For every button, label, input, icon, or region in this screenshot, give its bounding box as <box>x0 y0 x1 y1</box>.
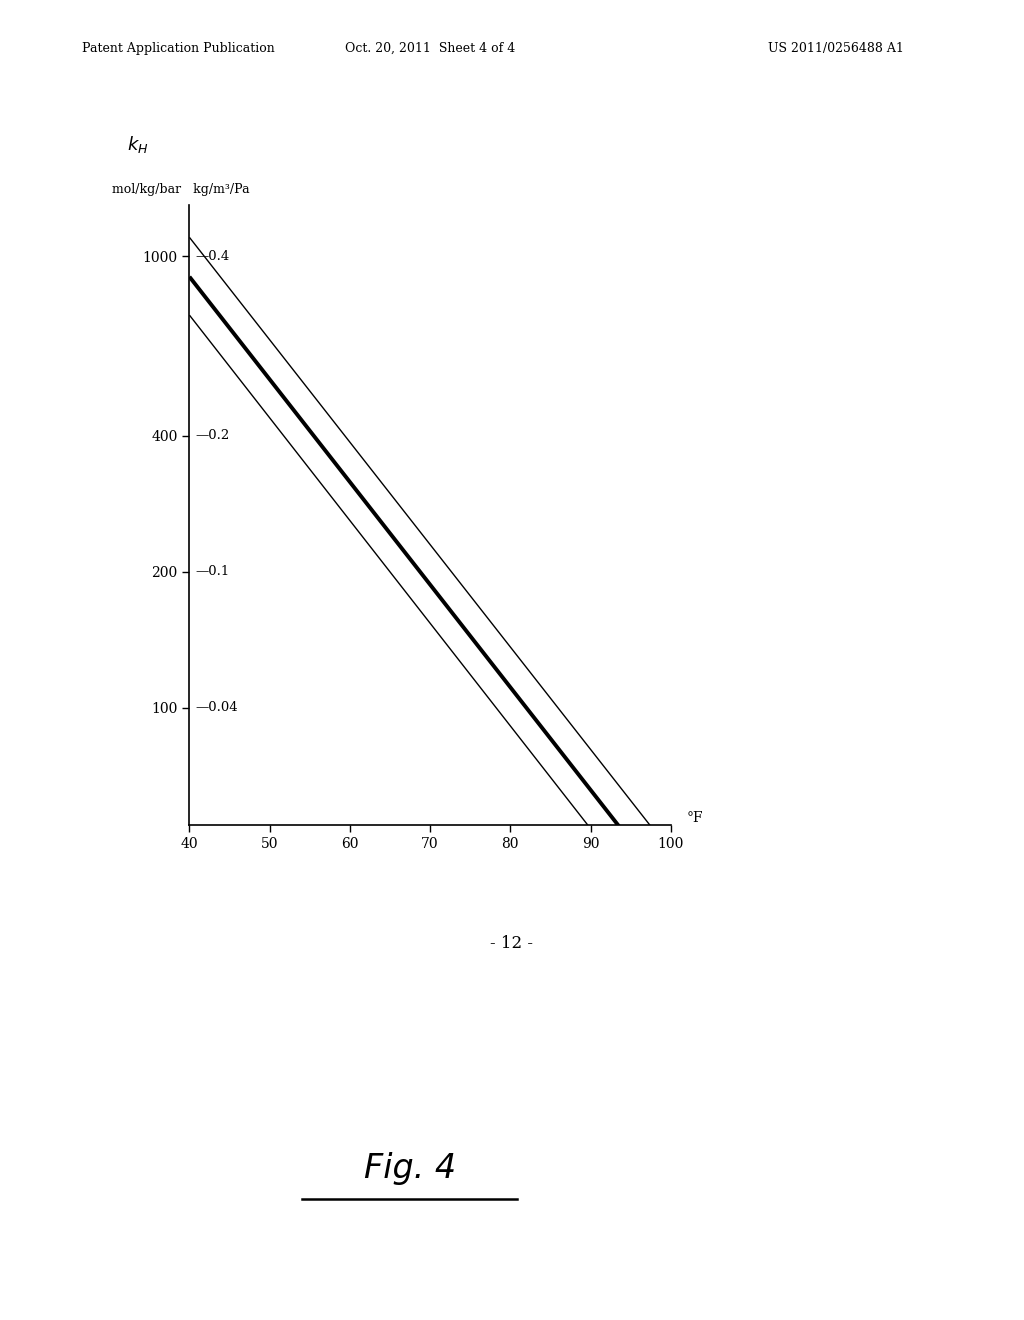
Text: $k_{H}$: $k_{H}$ <box>127 133 148 154</box>
Text: —0.2: —0.2 <box>196 429 230 442</box>
Text: —0.4: —0.4 <box>196 249 230 263</box>
Text: °F: °F <box>687 810 703 825</box>
Text: —0.04: —0.04 <box>196 701 239 714</box>
Text: Fig. 4: Fig. 4 <box>364 1151 456 1185</box>
Text: US 2011/0256488 A1: US 2011/0256488 A1 <box>768 42 904 55</box>
Text: —0.1: —0.1 <box>196 565 230 578</box>
Text: - 12 -: - 12 - <box>490 936 534 952</box>
Text: Oct. 20, 2011  Sheet 4 of 4: Oct. 20, 2011 Sheet 4 of 4 <box>345 42 515 55</box>
Text: mol/kg/bar   kg/m³/Pa: mol/kg/bar kg/m³/Pa <box>113 183 250 195</box>
Text: Patent Application Publication: Patent Application Publication <box>82 42 274 55</box>
